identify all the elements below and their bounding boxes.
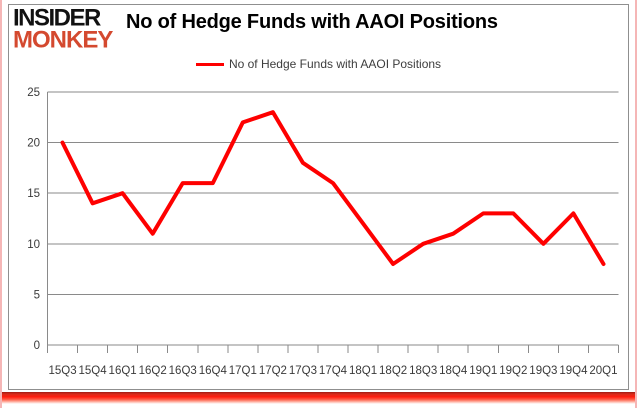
x-tick-label: 17Q2 [259,365,287,377]
x-tick-label: 17Q4 [319,365,348,377]
chart-title: No of Hedge Funds with AAOI Positions [126,11,498,33]
x-tick-label: 16Q1 [109,365,137,377]
logo-text-insider: INSIDER [13,3,101,32]
x-tick-label: 16Q2 [139,365,167,377]
x-tick-label: 17Q1 [229,365,257,377]
logo-text-monkey: MONKEY [13,26,113,54]
bottom-accent-bar [2,392,635,404]
x-tick-label: 18Q2 [379,365,407,377]
y-tick-label: 10 [27,239,40,251]
x-tick-label: 18Q1 [349,365,377,377]
legend-series-label: No of Hedge Funds with AAOI Positions [228,57,442,71]
x-tick-label: 19Q4 [559,365,588,377]
x-tick-label: 16Q3 [169,365,197,377]
x-tick-label: 17Q3 [289,365,317,377]
legend-line-swatch [195,62,224,66]
y-tick-label: 0 [34,340,40,352]
x-tick-label: 15Q4 [79,365,108,377]
x-tick-label: 19Q3 [529,365,557,377]
y-tick-label: 5 [34,289,40,301]
x-tick-label: 15Q3 [48,365,76,377]
x-tick-label: 20Q1 [589,365,617,377]
chart-legend: No of Hedge Funds with AAOI Positions [2,56,635,72]
x-tick-label: 16Q4 [199,365,228,377]
x-tick-label: 19Q1 [469,365,497,377]
y-tick-label: 20 [27,138,40,150]
x-tick-label: 19Q2 [499,365,527,377]
data-line [60,110,606,266]
insider-monkey-logo: INSIDER MONKEY [13,3,113,54]
x-tick-label: 18Q4 [439,365,468,377]
y-tick-label: 15 [27,188,40,200]
x-tick-label: 18Q3 [409,365,437,377]
y-tick-label: 25 [27,87,40,99]
